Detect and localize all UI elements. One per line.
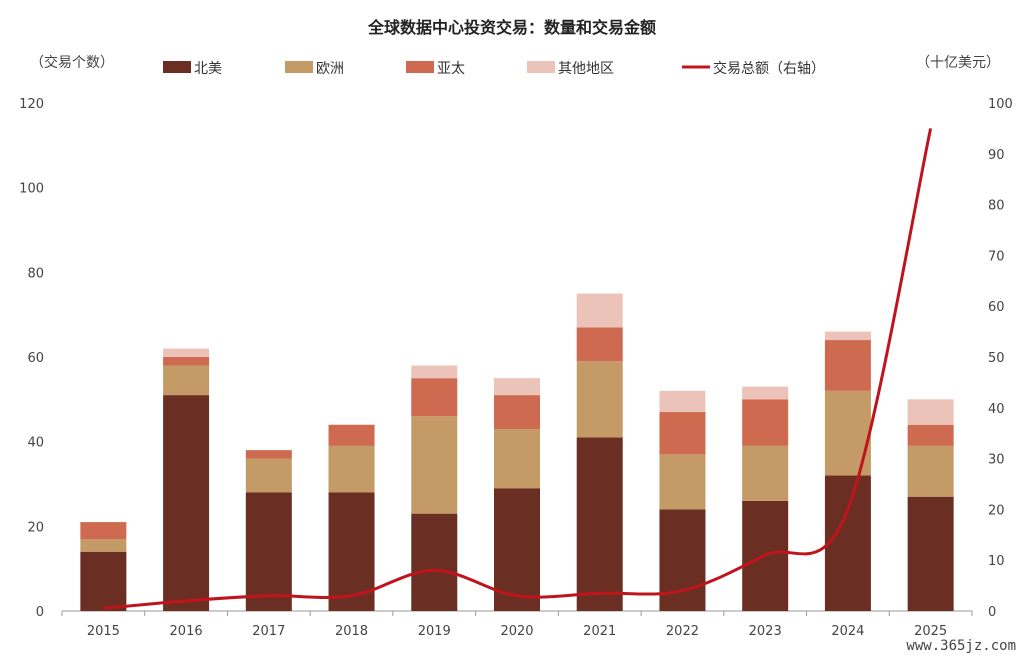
- bar-segment: [576, 437, 623, 611]
- legend-label: 北美: [194, 61, 222, 77]
- bar-segment: [659, 509, 706, 611]
- bar-segment: [576, 327, 623, 362]
- right-tick-label: 0: [988, 605, 996, 620]
- x-tick-label: 2015: [87, 624, 120, 639]
- right-axis-ticks: 0 10 20 30 40 50 60 70 80 90 100: [988, 97, 1013, 620]
- x-tick-label: 2016: [170, 624, 203, 639]
- bar-segment: [742, 386, 789, 400]
- bar-segment: [245, 492, 292, 611]
- bar-segment: [576, 293, 623, 328]
- x-tick-label: 2022: [666, 624, 699, 639]
- bar-segment: [245, 450, 292, 459]
- left-tick-label: 40: [27, 436, 44, 451]
- left-axis-ticks: 0 20 40 60 80 100 120: [19, 97, 44, 620]
- right-tick-label: 50: [988, 351, 1005, 366]
- bar-segment: [824, 475, 871, 611]
- right-tick-label: 60: [988, 300, 1005, 315]
- left-tick-label: 0: [36, 605, 44, 620]
- x-tick-label: 2025: [914, 624, 947, 639]
- bar-segment: [576, 361, 623, 438]
- left-tick-label: 120: [19, 97, 44, 112]
- legend-label: 亚太: [437, 61, 465, 77]
- legend-swatch: [406, 61, 434, 73]
- left-axis-unit: （交易个数）: [30, 54, 114, 71]
- bar-segment: [80, 522, 127, 540]
- bar-segment: [163, 395, 210, 611]
- legend-swatch: [163, 61, 191, 73]
- axes: [61, 610, 973, 616]
- bar-segment: [907, 399, 954, 425]
- left-tick-label: 100: [19, 182, 44, 197]
- bar-segment: [907, 496, 954, 611]
- bar-segment: [659, 390, 706, 413]
- bar-segment: [163, 365, 210, 396]
- bar-segment: [411, 513, 458, 611]
- legend: 北美 欧洲 亚太 其他地区 交易总额（右轴）: [163, 60, 825, 77]
- bar-segment: [494, 428, 540, 489]
- bar-segment: [742, 445, 789, 501]
- bar-segment: [907, 445, 954, 497]
- right-tick-label: 30: [988, 453, 1005, 468]
- bars: [80, 293, 954, 611]
- bar-segment: [328, 492, 375, 611]
- bar-segment: [328, 445, 375, 493]
- x-tick-label: 2024: [831, 624, 864, 639]
- right-tick-label: 70: [988, 249, 1005, 264]
- bar-segment: [742, 399, 789, 446]
- bar-segment: [411, 378, 458, 417]
- right-tick-label: 90: [988, 148, 1005, 163]
- bar-segment: [907, 424, 954, 446]
- x-tick-label: 2018: [335, 624, 368, 639]
- bar-segment: [411, 365, 458, 379]
- legend-swatch: [527, 61, 555, 73]
- bar-segment: [245, 458, 292, 493]
- left-tick-label: 60: [27, 351, 44, 366]
- x-tick-label: 2019: [418, 624, 451, 639]
- right-tick-label: 40: [988, 402, 1005, 417]
- right-tick-label: 20: [988, 503, 1005, 518]
- x-axis-ticks: 2015 2016 2017 2018 2019 2020 2021 2022 2023 2024…: [87, 624, 947, 639]
- left-tick-label: 20: [27, 520, 44, 535]
- x-tick-label: 2017: [252, 624, 285, 639]
- bar-segment: [163, 357, 210, 366]
- bar-segment: [659, 454, 706, 510]
- total-value-line: [103, 128, 933, 610]
- bar-segment: [824, 390, 871, 476]
- left-tick-label: 80: [27, 266, 44, 281]
- bar-segment: [824, 331, 871, 341]
- x-tick-label: 2020: [500, 624, 533, 639]
- legend-label: 其他地区: [558, 61, 614, 77]
- legend-label: 交易总额（右轴）: [713, 60, 825, 77]
- bar-segment: [80, 539, 127, 552]
- legend-swatch: [285, 61, 313, 73]
- bar-segment: [494, 378, 540, 396]
- right-tick-label: 100: [988, 97, 1013, 112]
- line-series: [103, 128, 933, 610]
- bar-segment: [411, 416, 458, 514]
- bar-segment: [163, 348, 210, 357]
- bar-segment: [824, 340, 871, 391]
- x-tick-label: 2021: [583, 624, 616, 639]
- right-tick-label: 10: [988, 554, 1005, 569]
- bar-segment: [659, 412, 706, 455]
- bar-segment: [80, 551, 127, 611]
- right-axis-unit: （十亿美元）: [916, 55, 1000, 71]
- chart-title: 全球数据中心投资交易：数量和交易金额: [367, 18, 656, 37]
- x-tick-label: 2023: [749, 624, 782, 639]
- bar-segment: [494, 395, 540, 429]
- watermark: www.365jz.com: [906, 638, 1016, 654]
- bar-segment: [328, 424, 375, 446]
- legend-label: 欧洲: [316, 61, 344, 77]
- right-tick-label: 80: [988, 199, 1005, 214]
